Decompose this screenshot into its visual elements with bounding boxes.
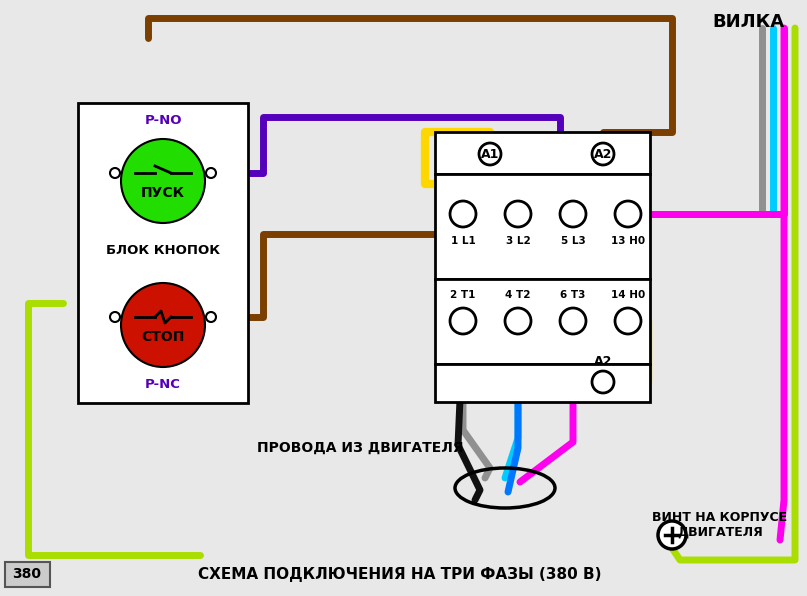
Bar [435,174,650,279]
Circle shape [560,201,586,227]
Circle shape [206,312,216,322]
Text: 380: 380 [12,567,41,581]
Circle shape [450,308,476,334]
Circle shape [479,143,501,165]
Text: A1: A1 [481,147,500,160]
Circle shape [592,143,614,165]
Circle shape [121,283,205,367]
Circle shape [505,201,531,227]
Bar [435,279,650,364]
Text: СТОП: СТОП [141,330,185,344]
Circle shape [592,371,614,393]
Text: 1 L1: 1 L1 [450,236,475,246]
Text: P-NC: P-NC [145,378,181,392]
Circle shape [505,308,531,334]
Circle shape [121,139,205,223]
Text: 2 T1: 2 T1 [450,290,475,300]
Text: 14 H0: 14 H0 [611,290,645,300]
Circle shape [206,168,216,178]
Circle shape [615,201,641,227]
Text: 6 T3: 6 T3 [560,290,586,300]
Text: 4 T2: 4 T2 [505,290,531,300]
Circle shape [450,201,476,227]
Circle shape [560,308,586,334]
Circle shape [110,168,120,178]
Text: СХЕМА ПОДКЛЮЧЕНИЯ НА ТРИ ФАЗЫ (380 В): СХЕМА ПОДКЛЮЧЕНИЯ НА ТРИ ФАЗЫ (380 В) [199,567,602,582]
Text: A2: A2 [594,355,613,368]
Circle shape [658,521,686,549]
Circle shape [110,312,120,322]
Bar [78,103,248,403]
Bar [5,562,50,587]
Circle shape [615,308,641,334]
Text: A2: A2 [594,147,613,160]
Bar [435,132,650,174]
Text: P-NO: P-NO [144,114,182,128]
Text: БЛОК КНОПОК: БЛОК КНОПОК [106,244,220,257]
Text: ВИЛКА: ВИЛКА [712,13,784,31]
Text: 3 L2: 3 L2 [506,236,530,246]
Bar [435,364,650,402]
Text: ПУСК: ПУСК [141,186,185,200]
Text: ПРОВОДА ИЗ ДВИГАТЕЛЯ: ПРОВОДА ИЗ ДВИГАТЕЛЯ [257,441,463,455]
Text: ВИНТ НА КОРПУСЕ
ДВИГАТЕЛЯ: ВИНТ НА КОРПУСЕ ДВИГАТЕЛЯ [652,511,788,539]
Text: 5 L3: 5 L3 [561,236,585,246]
Text: 13 H0: 13 H0 [611,236,645,246]
